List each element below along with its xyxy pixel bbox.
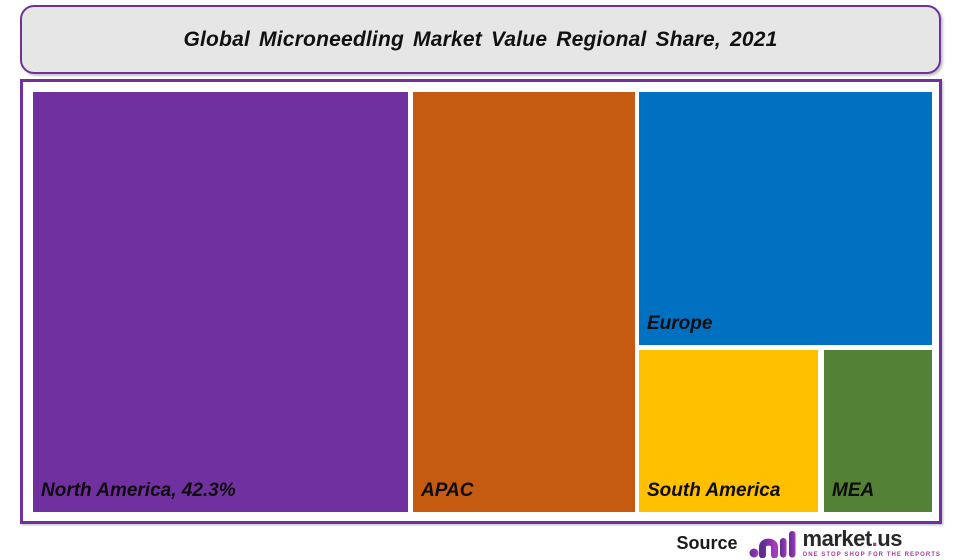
treemap-tile-apac: APAC: [413, 92, 635, 512]
logo-tagline: ONE STOP SHOP FOR THE REPORTS: [802, 552, 941, 558]
tile-label-apac: APAC: [421, 480, 474, 501]
logo-wordmark: market.us: [802, 526, 903, 551]
tile-label-mea: MEA: [832, 480, 875, 501]
source-row: Source market.us ONE STOP SHOP FOR THE R…: [0, 527, 941, 559]
logo-dot: .: [871, 526, 878, 551]
treemap-container: North America, 42.3% APAC Europe South A…: [20, 79, 942, 524]
treemap-tile-south-america: South America: [639, 350, 818, 512]
treemap-tile-mea: MEA: [824, 350, 932, 512]
chart-title: Global Microneedling Market Value Region…: [183, 27, 778, 51]
chart-title-box: Global Microneedling Market Value Region…: [20, 5, 941, 74]
market-us-logo: market.us ONE STOP SHOP FOR THE REPORTS: [749, 528, 941, 558]
tile-label-europe: Europe: [647, 313, 713, 334]
treemap-tile-europe: Europe: [639, 92, 932, 345]
tile-label-north-america: North America, 42.3%: [41, 480, 236, 501]
source-label: Source: [676, 532, 738, 553]
market-us-logo-icon: [749, 531, 796, 558]
market-us-logo-text: market.us ONE STOP SHOP FOR THE REPORTS: [802, 526, 941, 559]
treemap-tile-north-america: North America, 42.3%: [33, 92, 408, 512]
tile-label-south-america: South America: [647, 480, 781, 501]
